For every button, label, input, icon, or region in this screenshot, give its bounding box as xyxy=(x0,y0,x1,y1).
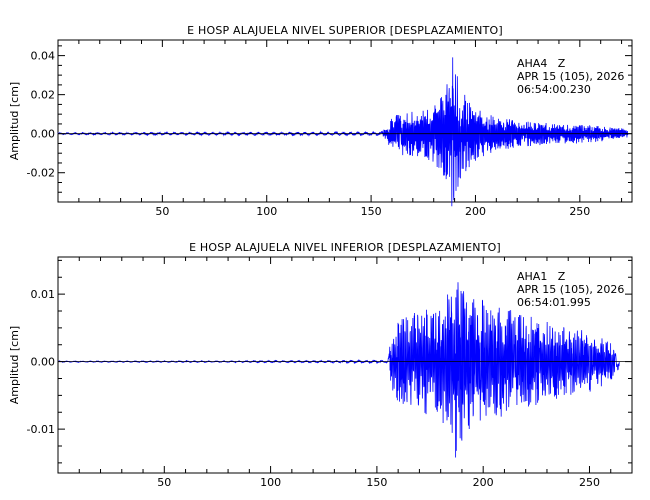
y-tick-label: -0.02 xyxy=(27,167,55,180)
x-tick-label: 150 xyxy=(366,476,387,489)
panel-2: E HOSP ALAJUELA NIVEL INFERIOR [DESPLAZA… xyxy=(8,241,633,489)
x-tick-label: 250 xyxy=(569,205,590,218)
x-tick-label: 100 xyxy=(260,476,281,489)
y-axis-label: Amplitud [cm] xyxy=(8,82,21,160)
station-annotation: 06:54:01.995 xyxy=(517,296,591,309)
chart-title: E HOSP ALAJUELA NIVEL INFERIOR [DESPLAZA… xyxy=(189,241,501,254)
y-tick-label: 0.01 xyxy=(31,288,56,301)
y-tick-label: -0.01 xyxy=(27,423,55,436)
y-tick-label: 0.00 xyxy=(31,128,56,141)
station-annotation: AHA4 Z xyxy=(517,57,566,70)
y-tick-label: 0.02 xyxy=(31,89,56,102)
x-tick-label: 50 xyxy=(155,205,169,218)
station-annotation: 06:54:00.230 xyxy=(517,83,591,96)
y-tick-label: 0.04 xyxy=(31,50,56,63)
chart-title: E HOSP ALAJUELA NIVEL SUPERIOR [DESPLAZA… xyxy=(187,24,503,37)
plot-frame xyxy=(57,256,633,474)
plot-frame xyxy=(57,39,633,203)
y-tick-label: 0.00 xyxy=(31,356,56,369)
station-annotation: APR 15 (105), 2026 xyxy=(517,283,624,296)
x-tick-label: 200 xyxy=(465,205,486,218)
station-annotation: APR 15 (105), 2026 xyxy=(517,70,624,83)
y-axis-label: Amplitud [cm] xyxy=(8,326,21,404)
x-tick-label: 250 xyxy=(579,476,600,489)
panel-1: E HOSP ALAJUELA NIVEL SUPERIOR [DESPLAZA… xyxy=(8,24,633,218)
x-tick-label: 100 xyxy=(256,205,277,218)
station-annotation: AHA1 Z xyxy=(517,270,566,283)
x-tick-label: 50 xyxy=(157,476,171,489)
x-tick-label: 150 xyxy=(361,205,382,218)
x-tick-label: 200 xyxy=(473,476,494,489)
